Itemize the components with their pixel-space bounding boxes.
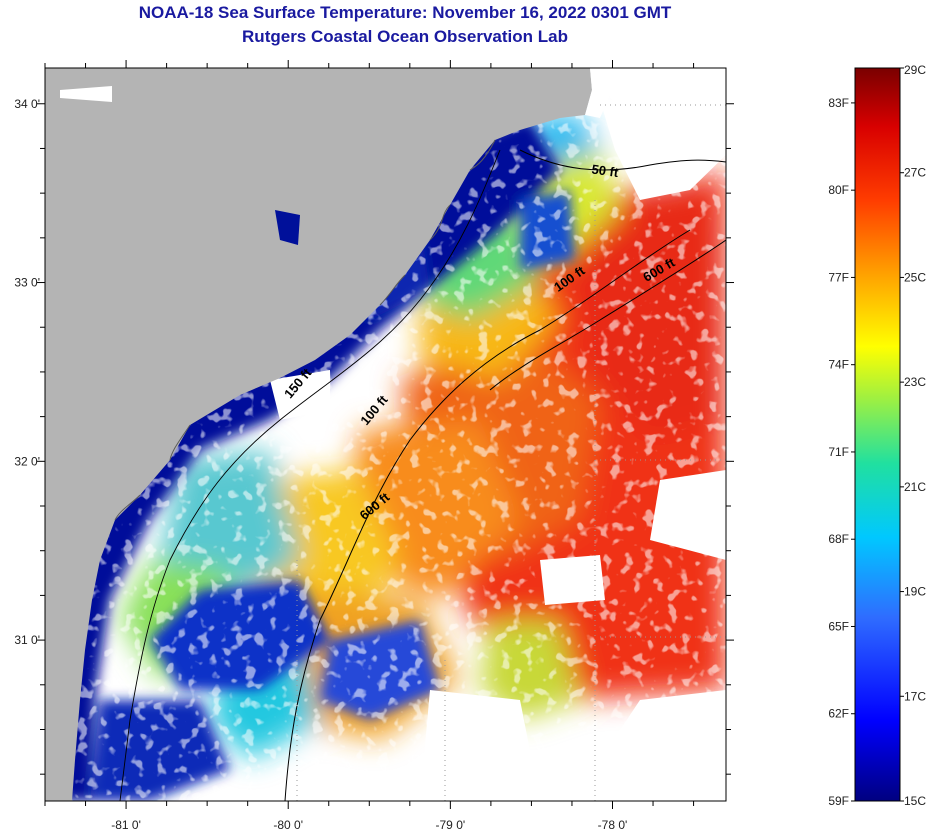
longitude-labels: -81 0' -80 0' -79 0' -78 0': [111, 818, 627, 832]
fahrenheit-label: 59F: [828, 794, 849, 808]
map-ticks: [37, 60, 734, 809]
fahrenheit-label: 77F: [828, 270, 849, 284]
lon-label: -79 0': [436, 818, 466, 832]
celsius-label: 21C: [904, 480, 926, 494]
map-title: NOAA-18 Sea Surface Temperature: Novembe…: [138, 3, 672, 22]
lat-label: 33 0': [14, 276, 40, 290]
map-frame: [44, 67, 727, 802]
contour-label: 50 ft: [591, 162, 620, 181]
sst-raster: [45, 68, 726, 801]
celsius-label: 15C: [904, 794, 926, 808]
fahrenheit-label: 71F: [828, 445, 849, 459]
fahrenheit-label: 68F: [828, 532, 849, 546]
fahrenheit-label: 74F: [828, 358, 849, 372]
celsius-label: 17C: [904, 689, 926, 703]
fahrenheit-labels: 83F 80F 77F 74F 71F 68F 65F 62F 59F: [828, 96, 855, 808]
celsius-labels: 29C 27C 25C 23C 21C 19C 17C 15C: [900, 63, 926, 808]
celsius-label: 23C: [904, 375, 926, 389]
lon-label: -81 0': [111, 818, 141, 832]
lon-label: -80 0': [273, 818, 303, 832]
celsius-label: 19C: [904, 585, 926, 599]
latitude-labels: 34 0' 33 0' 32 0' 31 0': [14, 97, 40, 647]
map-subtitle: Rutgers Coastal Ocean Observation Lab: [242, 27, 568, 46]
celsius-label: 27C: [904, 166, 926, 180]
colorbar-gradient: [854, 67, 901, 802]
lat-label: 31 0': [14, 633, 40, 647]
celsius-label: 25C: [904, 270, 926, 284]
lat-label: 32 0': [14, 454, 40, 468]
fahrenheit-label: 83F: [828, 96, 849, 110]
fahrenheit-label: 80F: [828, 183, 849, 197]
lat-label: 34 0': [14, 97, 40, 111]
celsius-label: 29C: [904, 63, 926, 77]
fahrenheit-label: 65F: [828, 619, 849, 633]
lon-label: -78 0': [598, 818, 628, 832]
fahrenheit-label: 62F: [828, 707, 849, 721]
